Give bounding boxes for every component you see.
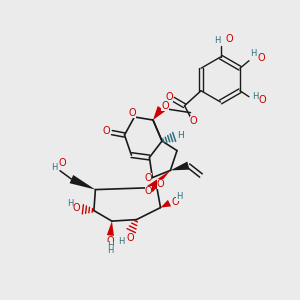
Text: O: O [165, 92, 173, 102]
Text: H: H [67, 199, 73, 208]
Text: O: O [171, 196, 179, 207]
Text: O: O [190, 116, 197, 126]
Text: O: O [157, 179, 164, 189]
Polygon shape [160, 200, 171, 208]
Text: H: H [177, 130, 184, 140]
Polygon shape [147, 170, 170, 192]
Text: O: O [106, 236, 114, 246]
Text: O: O [258, 53, 266, 63]
Text: H: H [250, 49, 257, 58]
Text: H: H [107, 242, 114, 250]
Text: H: H [107, 246, 114, 255]
Text: O: O [144, 172, 152, 183]
Text: H: H [176, 192, 182, 201]
Polygon shape [153, 106, 165, 120]
Polygon shape [70, 175, 95, 190]
Text: O: O [161, 101, 169, 111]
Text: O: O [72, 203, 80, 213]
Text: O: O [225, 34, 233, 44]
Text: O: O [103, 126, 110, 136]
Text: O: O [145, 185, 152, 196]
Polygon shape [170, 161, 190, 170]
Text: H: H [118, 237, 125, 246]
Text: H: H [252, 92, 259, 101]
Text: O: O [128, 107, 136, 118]
Text: O: O [127, 232, 134, 243]
Polygon shape [107, 221, 114, 236]
Text: O: O [259, 95, 266, 105]
Text: H: H [51, 163, 57, 172]
Text: O: O [58, 158, 66, 168]
Text: H: H [107, 246, 114, 255]
Text: H: H [214, 36, 220, 45]
